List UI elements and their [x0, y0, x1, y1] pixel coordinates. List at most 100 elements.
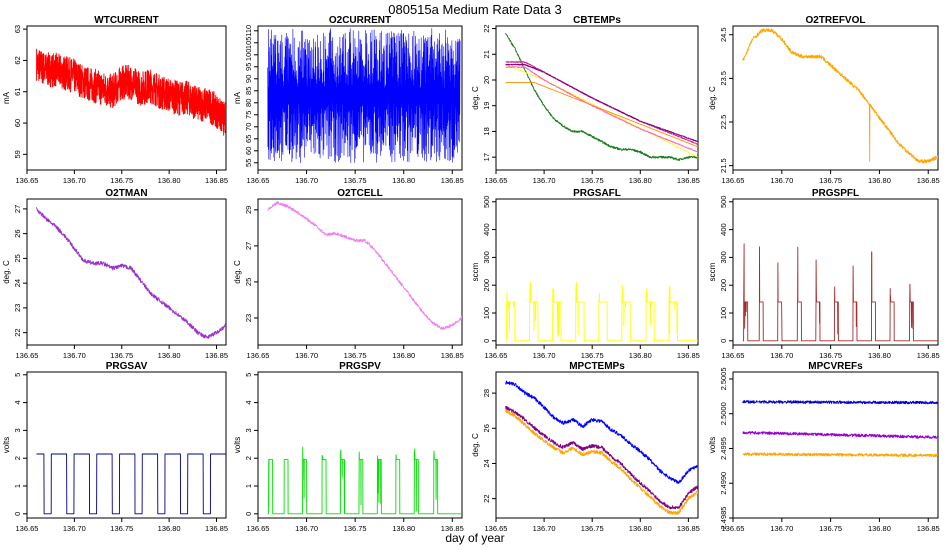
panel-title: CBTEMPs [573, 15, 621, 26]
y-tick-label: 61 [13, 88, 22, 96]
panel-prgsafl: PRGSAFL sccm 136.65 136.70 136.75 136.80 136.8… [471, 188, 700, 360]
x-tick-label: 136.80 [158, 351, 181, 360]
y-tick-label: 3 [244, 428, 253, 432]
x-tick-label: 136.65 [16, 524, 39, 533]
y-tick-label: 90 [244, 75, 253, 83]
x-tick-label: 136.75 [344, 524, 367, 533]
y-tick-label: 63 [13, 25, 22, 33]
x-tick-label: 136.75 [819, 176, 842, 185]
plot-frame [732, 25, 939, 171]
x-tick-label: 136.65 [485, 176, 508, 185]
y-axis-label: volts [708, 437, 717, 453]
series-line-0 [742, 400, 938, 405]
y-tick-label: 1 [13, 484, 22, 488]
x-tick-label: 136.70 [63, 351, 86, 360]
x-tick-label: 136.70 [533, 351, 556, 360]
y-tick-label: 62 [13, 56, 22, 64]
y-tick-label: 400 [482, 223, 491, 236]
y-tick-label: 110 [244, 25, 253, 37]
y-tick-label: 24 [482, 459, 491, 467]
y-tick-label: 2.4985 [719, 507, 728, 530]
x-tick-label: 136.75 [581, 524, 604, 533]
y-tick-label: 4 [13, 401, 22, 405]
plot-frame [732, 198, 939, 346]
series-line-2 [505, 409, 698, 515]
x-tick-label: 136.70 [770, 351, 793, 360]
plot-frame [257, 198, 463, 346]
panel-title: O2TREFVOL [805, 15, 865, 26]
panel-title: PRGSPFL [812, 188, 859, 199]
y-tick-label: 95 [244, 63, 253, 71]
plot-frame [495, 198, 699, 346]
y-tick-label: 5 [13, 373, 22, 377]
x-tick-label: 136.70 [533, 176, 556, 185]
panel-prgsav: PRGSAV volts 136.65 136.70 136.75 136.80 136.8… [2, 361, 228, 533]
x-tick-label: 136.65 [16, 351, 39, 360]
x-tick-label: 136.85 [205, 176, 228, 185]
x-tick-label: 136.85 [205, 351, 228, 360]
x-tick-label: 136.85 [441, 524, 464, 533]
x-tick-label: 136.85 [917, 176, 940, 185]
plot-frame [257, 371, 463, 519]
y-tick-label: 60 [244, 147, 253, 155]
x-tick-label: 136.70 [63, 176, 86, 185]
y-tick-label: 3 [13, 428, 22, 432]
y-tick-label: 17 [482, 153, 491, 161]
x-tick-label: 136.75 [819, 351, 842, 360]
panel-title: O2CURRENT [329, 15, 391, 26]
x-tick-label: 136.75 [110, 176, 133, 185]
y-tick-label: 29 [244, 206, 253, 214]
x-tick-label: 136.65 [485, 351, 508, 360]
y-tick-label: 23 [244, 314, 253, 322]
panel-prgspfl: PRGSPFL sccm 136.65 136.70 136.75 136.80 136.8… [708, 188, 940, 360]
x-tick-label: 136.75 [344, 176, 367, 185]
x-tick-label: 136.80 [629, 351, 652, 360]
y-tick-label: 27 [244, 242, 253, 250]
y-tick-label: 100 [244, 49, 253, 62]
series-line-0 [267, 446, 462, 515]
y-tick-label: 2.5005 [719, 367, 728, 390]
series-line-1 [505, 405, 698, 510]
x-tick-label: 136.85 [441, 351, 464, 360]
y-tick-label: 200 [482, 279, 491, 292]
x-tick-label: 136.80 [392, 524, 415, 533]
panel-mpcvrefs: MPCVREFs volts 136.65 136.70 136.75 136.80 136… [708, 361, 940, 533]
y-tick-label: 5 [244, 373, 253, 377]
x-tick-label: 136.65 [247, 351, 270, 360]
panel-title: O2TCELL [337, 188, 383, 199]
x-tick-label: 136.65 [247, 524, 270, 533]
series-line-0 [267, 28, 461, 164]
y-tick-label: 21 [482, 50, 491, 58]
panel-title: PRGSAV [106, 361, 148, 372]
y-tick-label: 60 [13, 119, 22, 127]
y-tick-label: 20 [482, 76, 491, 84]
x-tick-label: 136.70 [770, 524, 793, 533]
plot-frame [495, 371, 699, 519]
y-tick-label: 100 [482, 307, 491, 320]
series-line-1 [505, 64, 698, 158]
x-tick-label: 136.75 [581, 351, 604, 360]
x-tick-label: 136.80 [392, 176, 415, 185]
series-line-0 [36, 48, 226, 136]
y-axis-label: sccm [708, 262, 717, 281]
x-tick-label: 136.85 [917, 524, 940, 533]
page-title: 080515a Medium Rate Data 3 [388, 2, 562, 17]
y-tick-label: 24.5 [719, 27, 728, 42]
x-tick-label: 136.80 [868, 524, 891, 533]
y-axis-label: sccm [471, 262, 480, 281]
y-tick-label: 25 [244, 278, 253, 286]
x-tick-label: 136.85 [205, 524, 228, 533]
x-tick-label: 136.80 [629, 176, 652, 185]
y-tick-label: 23 [13, 304, 22, 312]
panel-o2tman: O2TMAN deg. C 136.65 136.70 136.75 136.80 136.… [2, 188, 228, 360]
y-tick-label: 55 [244, 159, 253, 167]
panel-title: PRGSPV [339, 361, 381, 372]
y-axis-label: deg. C [2, 260, 11, 284]
x-tick-label: 136.65 [722, 176, 745, 185]
y-tick-label: 2 [13, 456, 22, 460]
x-tick-label: 136.75 [110, 524, 133, 533]
y-tick-label: 26 [13, 229, 22, 237]
x-tick-label: 136.75 [344, 351, 367, 360]
x-tick-label: 136.80 [629, 524, 652, 533]
